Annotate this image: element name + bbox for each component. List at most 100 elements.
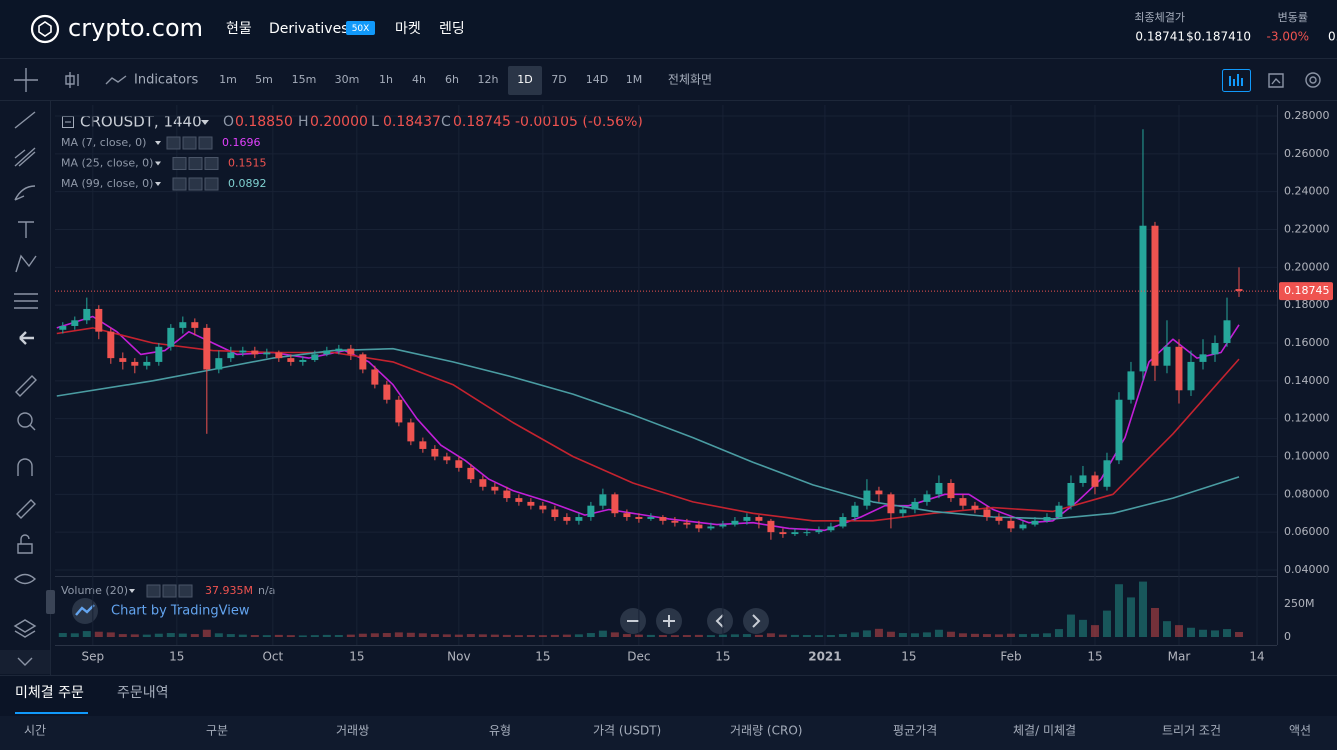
x-tick-label: 15: [901, 650, 916, 664]
ma-value: 0.0892: [228, 177, 267, 190]
legend-button[interactable]: [162, 584, 177, 598]
nav-item[interactable]: 렌딩: [439, 21, 465, 37]
credit[interactable]: Chart by TradingView: [111, 604, 250, 619]
volume-bar: [694, 634, 703, 637]
legend-button[interactable]: [198, 136, 213, 150]
tool-icon[interactable]: [15, 375, 37, 397]
dropdown-arrow[interactable]: [201, 120, 209, 125]
ohlc-key: H: [298, 114, 309, 130]
candle-body: [1235, 289, 1243, 292]
tool-icon[interactable]: [13, 573, 37, 585]
tool-icon[interactable]: [16, 499, 36, 519]
volume-bar: [178, 633, 187, 637]
candle-body: [851, 505, 859, 518]
legend-button[interactable]: [204, 157, 219, 170]
screenshot-icon[interactable]: [1268, 73, 1284, 88]
candle-body: [1007, 520, 1015, 529]
candle-body: [647, 517, 655, 519]
candle-body: [275, 352, 283, 359]
candle-body: [335, 348, 343, 351]
panel-toggle[interactable]: [46, 590, 55, 614]
candle-body: [59, 325, 67, 330]
candle-body: [167, 327, 175, 347]
interval-button[interactable]: 1m: [219, 73, 237, 86]
legend-button[interactable]: [172, 157, 187, 170]
orders-tab[interactable]: 미체결 주문: [15, 685, 84, 701]
legend-button[interactable]: [188, 157, 203, 170]
collapse-button[interactable]: [0, 650, 50, 674]
volume-bar: [898, 633, 907, 637]
candle-body: [1103, 460, 1111, 487]
tool-icon[interactable]: [14, 293, 38, 309]
tool-icon[interactable]: [17, 458, 33, 476]
nav-item[interactable]: 마켓: [395, 21, 421, 37]
scroll-left[interactable]: [707, 608, 733, 634]
nav-item[interactable]: 현물: [226, 21, 252, 37]
volume-bar: [1006, 633, 1015, 637]
y-tick-label: 0.10000: [1284, 450, 1330, 463]
interval-button[interactable]: 15m: [292, 73, 317, 86]
interval-button[interactable]: 14D: [586, 73, 608, 86]
grid: [55, 105, 1277, 645]
layout-button[interactable]: [1222, 69, 1251, 92]
tool-icon[interactable]: [15, 254, 37, 273]
candle-body: [443, 456, 451, 461]
tool-icon[interactable]: [14, 111, 36, 129]
legend-button[interactable]: [166, 136, 181, 150]
tool-icon[interactable]: [14, 185, 36, 201]
interval-button[interactable]: 4h: [412, 73, 426, 86]
candle-body: [95, 308, 103, 332]
interval-button[interactable]: 1h: [379, 73, 393, 86]
column-header: 거래쌍: [336, 724, 369, 738]
candle-body: [815, 530, 823, 533]
volume-bar: [322, 634, 331, 637]
tool-icon[interactable]: [17, 534, 33, 554]
tradingview-logo: [75, 604, 95, 616]
fullscreen-button[interactable]: 전체화면: [668, 73, 712, 87]
interval-button[interactable]: 7D: [551, 73, 566, 86]
volume-bar: [502, 634, 511, 637]
settings-icon[interactable]: [1305, 72, 1321, 88]
volume-bar: [874, 628, 883, 637]
indicators-button[interactable]: Indicators: [134, 73, 198, 88]
interval-button[interactable]: 5m: [255, 73, 273, 86]
legend-button[interactable]: [172, 177, 187, 191]
nav-item[interactable]: Derivatives: [269, 21, 348, 37]
volume-bar: [142, 634, 151, 637]
volume-bar: [1018, 634, 1027, 637]
layout-icon: [1229, 74, 1243, 86]
legend-button[interactable]: [178, 584, 193, 598]
legend-button[interactable]: [146, 584, 161, 598]
volume-bar: [1198, 629, 1207, 637]
candle-body: [191, 322, 199, 328]
scroll-right[interactable]: [743, 608, 769, 634]
interval-button[interactable]: 6h: [445, 73, 459, 86]
interval-button[interactable]: 30m: [335, 73, 360, 86]
interval-button[interactable]: 12h: [478, 73, 499, 86]
tool-icon[interactable]: [17, 412, 33, 428]
crosshair-icon[interactable]: [14, 68, 38, 92]
candle-body: [1187, 361, 1195, 391]
logo[interactable]: crypto.com: [30, 14, 203, 44]
column-header: 시간: [24, 724, 46, 738]
tool-icon[interactable]: [19, 331, 34, 345]
interval-button[interactable]: 1M: [626, 73, 643, 86]
tool-icon[interactable]: [13, 619, 37, 638]
candle-body: [431, 448, 439, 457]
legend-button[interactable]: [182, 136, 197, 150]
candle-icon[interactable]: [65, 72, 79, 88]
volume-bar: [250, 635, 259, 637]
legend-button[interactable]: [204, 177, 219, 191]
candle-body: [155, 346, 163, 362]
tab-underline: [15, 712, 88, 714]
candle-body: [419, 441, 427, 449]
legend-button[interactable]: [188, 177, 203, 191]
orders-tab[interactable]: 주문내역: [117, 685, 169, 701]
tool-icon[interactable]: [14, 147, 36, 167]
indicators-icon[interactable]: [105, 75, 127, 85]
candle-body: [227, 352, 235, 359]
tool-icon[interactable]: [18, 221, 34, 238]
interval-button[interactable]: 1D: [517, 73, 532, 86]
candle-body: [347, 348, 355, 355]
